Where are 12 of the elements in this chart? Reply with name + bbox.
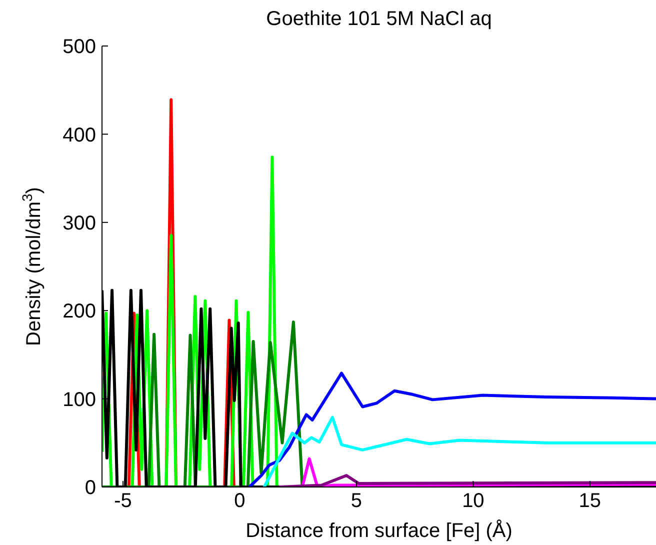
y-tick-label: 100 [62, 388, 96, 411]
chart-title: Goethite 101 5M NaCl aq [265, 8, 493, 31]
x-tick-label: -5 [114, 490, 132, 512]
x-tick-label: 5 [350, 490, 362, 512]
y-tick-label: 500 [62, 36, 96, 58]
y-tick-label: 400 [62, 124, 96, 146]
x-tick-label: 15 [578, 490, 602, 512]
y-tick-label: 300 [62, 212, 96, 234]
x-tick-label: 0 [234, 490, 246, 512]
y-tick-label: 200 [62, 300, 96, 323]
x-axis-title: Distance from surface [Fe] (Å) [246, 519, 512, 542]
x-tick-label: 10 [462, 490, 484, 512]
